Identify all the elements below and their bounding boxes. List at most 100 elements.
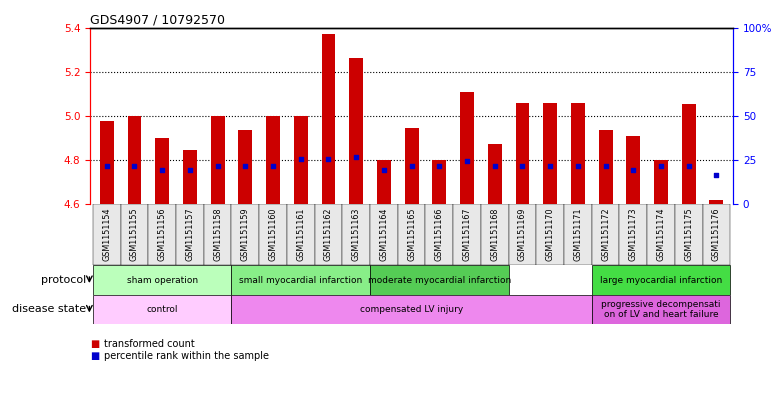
Text: disease state: disease state: [12, 305, 86, 314]
Text: GSM1151155: GSM1151155: [130, 208, 139, 261]
Bar: [626, 136, 641, 204]
Point: [405, 163, 418, 169]
Text: GSM1151175: GSM1151175: [684, 208, 693, 261]
Text: GSM1151171: GSM1151171: [573, 208, 583, 261]
Point: [129, 163, 141, 169]
Bar: [682, 104, 695, 204]
Text: sham operation: sham operation: [127, 275, 198, 285]
Point: [544, 163, 557, 169]
Bar: [460, 92, 474, 204]
Point: [516, 163, 528, 169]
Bar: [592, 265, 730, 295]
Bar: [148, 204, 176, 265]
Text: GSM1151163: GSM1151163: [352, 208, 361, 261]
Bar: [155, 138, 169, 204]
Text: GSM1151164: GSM1151164: [379, 208, 388, 261]
Bar: [238, 130, 252, 204]
Point: [183, 167, 196, 173]
Bar: [231, 204, 260, 265]
Point: [682, 163, 695, 169]
Bar: [481, 204, 509, 265]
Point: [239, 163, 252, 169]
Point: [100, 163, 113, 169]
Text: compensated LV injury: compensated LV injury: [360, 305, 463, 314]
Text: GSM1151160: GSM1151160: [269, 208, 278, 261]
Bar: [93, 204, 121, 265]
Bar: [231, 295, 592, 324]
Text: large myocardial infarction: large myocardial infarction: [600, 275, 722, 285]
Text: ■: ■: [90, 339, 100, 349]
Bar: [509, 204, 536, 265]
Bar: [536, 204, 564, 265]
Bar: [370, 204, 397, 265]
Bar: [266, 116, 280, 204]
Point: [710, 171, 723, 178]
Text: progressive decompensati
on of LV and heart failure: progressive decompensati on of LV and he…: [601, 300, 720, 319]
Bar: [619, 204, 647, 265]
Bar: [211, 116, 224, 204]
Text: GSM1151172: GSM1151172: [601, 208, 610, 261]
Bar: [488, 143, 502, 204]
Bar: [647, 204, 675, 265]
Bar: [592, 204, 619, 265]
Text: GSM1151159: GSM1151159: [241, 208, 250, 261]
Text: GSM1151165: GSM1151165: [407, 208, 416, 261]
Point: [572, 163, 584, 169]
Text: ■: ■: [90, 351, 100, 362]
Point: [655, 163, 667, 169]
Bar: [426, 204, 453, 265]
Bar: [176, 204, 204, 265]
Text: GSM1151170: GSM1151170: [546, 208, 554, 261]
Text: GSM1151173: GSM1151173: [629, 208, 637, 261]
Text: GSM1151168: GSM1151168: [490, 208, 499, 261]
Text: GSM1151174: GSM1151174: [656, 208, 666, 261]
Text: moderate myocardial infarction: moderate myocardial infarction: [368, 275, 511, 285]
Bar: [543, 103, 557, 204]
Point: [212, 163, 224, 169]
Bar: [710, 200, 724, 204]
Bar: [654, 160, 668, 204]
Bar: [592, 295, 730, 324]
Text: GSM1151156: GSM1151156: [158, 208, 167, 261]
Text: GSM1151161: GSM1151161: [296, 208, 305, 261]
Bar: [433, 160, 446, 204]
Bar: [93, 265, 231, 295]
Point: [156, 167, 169, 173]
Bar: [93, 295, 231, 324]
Bar: [564, 204, 592, 265]
Bar: [321, 34, 336, 204]
Bar: [100, 121, 114, 204]
Point: [322, 156, 335, 162]
Text: GSM1151157: GSM1151157: [186, 208, 194, 261]
Text: GSM1151154: GSM1151154: [102, 208, 111, 261]
Text: protocol: protocol: [41, 275, 86, 285]
Bar: [349, 59, 363, 204]
Text: GDS4907 / 10792570: GDS4907 / 10792570: [90, 13, 225, 26]
Bar: [453, 204, 481, 265]
Bar: [231, 265, 370, 295]
Text: small myocardial infarction: small myocardial infarction: [239, 275, 362, 285]
Bar: [397, 204, 426, 265]
Text: GSM1151167: GSM1151167: [463, 208, 471, 261]
Point: [627, 167, 640, 173]
Point: [599, 163, 612, 169]
Text: GSM1151176: GSM1151176: [712, 208, 721, 261]
Point: [488, 163, 501, 169]
Text: GSM1151169: GSM1151169: [518, 208, 527, 261]
Bar: [343, 204, 370, 265]
Text: percentile rank within the sample: percentile rank within the sample: [104, 351, 269, 362]
Bar: [121, 204, 148, 265]
Point: [378, 167, 390, 173]
Bar: [516, 103, 529, 204]
Point: [295, 156, 307, 162]
Bar: [183, 150, 197, 204]
Text: transformed count: transformed count: [104, 339, 195, 349]
Bar: [128, 116, 141, 204]
Text: control: control: [147, 305, 178, 314]
Bar: [294, 116, 307, 204]
Point: [461, 158, 474, 164]
Text: GSM1151158: GSM1151158: [213, 208, 222, 261]
Bar: [405, 128, 419, 204]
Point: [433, 163, 445, 169]
Bar: [702, 204, 730, 265]
